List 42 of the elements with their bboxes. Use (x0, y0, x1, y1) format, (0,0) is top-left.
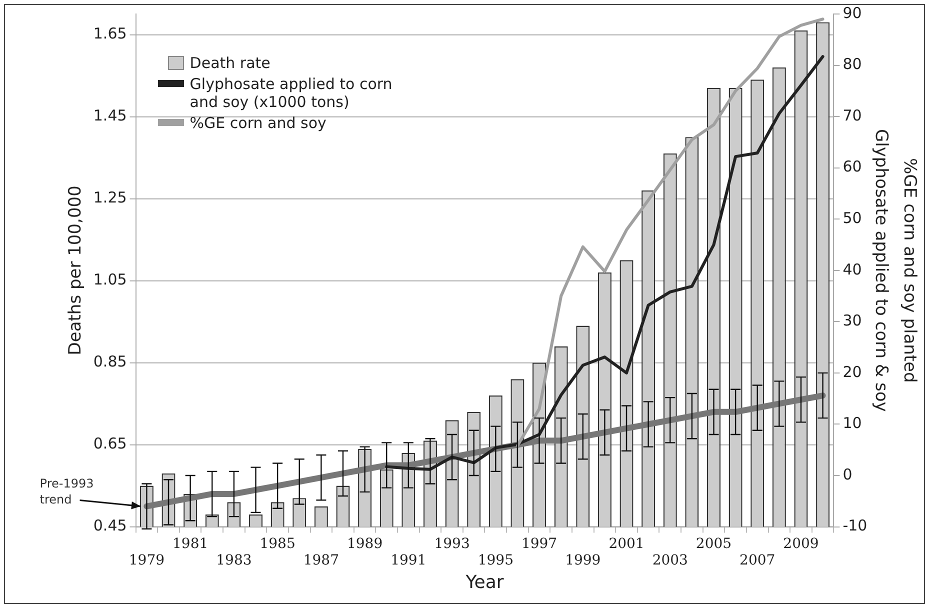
y2-tick-label: 70 (842, 106, 862, 124)
text: %GE corn and soy planted (899, 158, 920, 383)
y2-tick-label: 90 (842, 4, 862, 22)
y2-tick-label: 60 (842, 158, 862, 176)
x-tick-label: 2001 (608, 536, 644, 552)
x-tick-label: 1997 (521, 536, 558, 552)
x-tick-label: 1985 (260, 536, 296, 552)
x-tick-label: 1987 (303, 552, 339, 569)
legend-label: Glyphosate applied to corn and soy (x1000 tons) (190, 75, 394, 111)
y2-tick-label: 0 (842, 465, 852, 484)
y-tick-label: 0.65 (93, 434, 127, 453)
y2-tick-label: 80 (842, 55, 862, 74)
y-tick-label: 1.25 (93, 188, 127, 206)
y-axis-title: Deaths per 100,000 (66, 186, 86, 356)
x-tick-label: 1989 (346, 536, 383, 552)
y2-tick-label: -10 (842, 516, 868, 535)
y-tick-label: 1.65 (93, 24, 127, 42)
y-tick-label: 1.45 (93, 106, 127, 124)
y-tick-label: 1.05 (93, 270, 127, 289)
y2-tick-label: 50 (842, 209, 862, 228)
x-tick-label: 1993 (434, 536, 470, 552)
y2-tick-label: 40 (842, 260, 862, 278)
text: Pre-1993 trend (40, 476, 94, 506)
y2-axis-title: Glyphosate applied to corn & soy (870, 128, 891, 412)
x-tick-label: 1991 (390, 552, 426, 569)
y2-tick-label: 20 (842, 362, 862, 381)
x-tick-label: 2007 (740, 552, 776, 569)
x-tick-label: 2009 (783, 536, 819, 552)
x-tick-label: 1995 (478, 552, 514, 569)
x-axis-title: Year (464, 572, 504, 593)
legend-label: Death rate (190, 54, 272, 72)
x-tick-label: 1983 (216, 552, 252, 569)
x-tick-label: 1999 (565, 552, 601, 569)
y-tick-label: 0.45 (93, 516, 127, 535)
x-tick-label: 2005 (696, 536, 732, 552)
x-tick-label: 2003 (652, 552, 688, 569)
y2-tick-label: 30 (842, 312, 862, 330)
x-tick-label: 1981 (172, 536, 208, 552)
legend-label: %GE corn and soy (190, 114, 328, 132)
y-tick-label: 0.85 (93, 352, 127, 371)
x-tick-label: 1979 (128, 552, 165, 569)
y2-tick-label: 10 (842, 414, 862, 432)
